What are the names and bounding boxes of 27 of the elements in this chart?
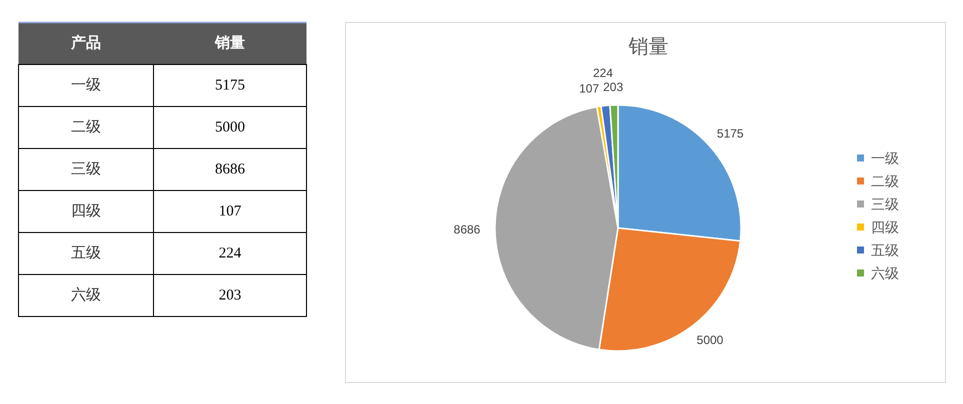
data-label: 224 bbox=[592, 66, 614, 80]
legend-label: 三级 bbox=[871, 196, 899, 212]
legend-label: 五级 bbox=[871, 242, 899, 258]
data-label: 203 bbox=[603, 80, 624, 94]
legend-label: 六级 bbox=[871, 265, 899, 281]
data-label: 5175 bbox=[716, 126, 744, 141]
text: 产品 bbox=[70, 34, 101, 52]
data-label: 8686 bbox=[215, 162, 246, 178]
data-label: 8686 bbox=[454, 222, 481, 236]
legend-label: 四级 bbox=[871, 219, 899, 235]
category-label: 六级 bbox=[71, 286, 101, 304]
category-label: 五级 bbox=[71, 244, 101, 262]
category-label: 一级 bbox=[71, 76, 101, 94]
data-label: 107 bbox=[579, 82, 600, 96]
data-label: 5000 bbox=[696, 332, 724, 347]
data-label: 203 bbox=[218, 288, 242, 304]
category-label: 二级 bbox=[71, 118, 101, 136]
category-label: 四级 bbox=[71, 202, 101, 220]
legend-label: 二级 bbox=[871, 173, 899, 189]
chart-title: 销量 bbox=[628, 36, 668, 58]
legend-label: 一级 bbox=[871, 150, 899, 166]
data-label: 224 bbox=[218, 246, 242, 262]
data-label: 5000 bbox=[215, 120, 245, 136]
data-label: 5175 bbox=[215, 78, 245, 94]
category-label: 三级 bbox=[71, 160, 101, 178]
text: 销量 bbox=[214, 34, 245, 52]
data-label: 107 bbox=[218, 204, 242, 220]
